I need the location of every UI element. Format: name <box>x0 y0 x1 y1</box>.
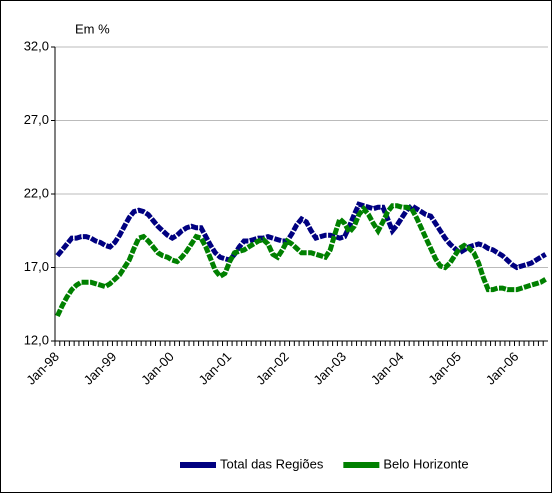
y-tick-label: 32,0 <box>24 38 49 53</box>
y-tick-label: 22,0 <box>24 185 49 200</box>
legend-label: Total das Regiões <box>220 456 324 471</box>
y-tick-label: 17,0 <box>24 259 49 274</box>
y-axis-unit: Em % <box>75 21 110 36</box>
series-line <box>55 201 547 271</box>
y-tick-label: 12,0 <box>24 332 49 347</box>
y-tick-label: 27,0 <box>24 112 49 127</box>
series-line <box>55 203 547 318</box>
legend-label: Belo Horizonte <box>383 456 468 471</box>
